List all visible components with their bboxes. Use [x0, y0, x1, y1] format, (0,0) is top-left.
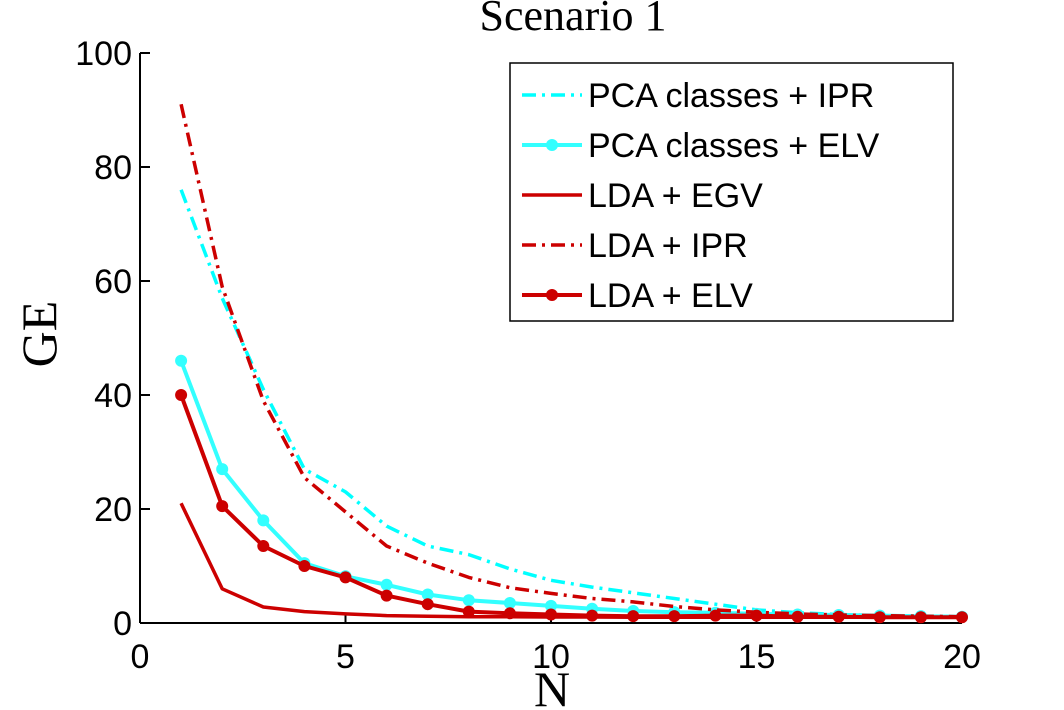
series-line-4 — [179, 394, 962, 620]
series-point-1 — [421, 588, 434, 601]
series-point-1 — [380, 578, 393, 591]
x-tick-label: 10 — [532, 638, 570, 676]
series-point-4 — [956, 611, 968, 624]
legend-label-3: LDA + IPR — [588, 227, 748, 265]
legend-label-2: LDA + EGV — [588, 177, 763, 215]
series-point-1 — [545, 599, 557, 612]
y-axis-label: GE — [11, 301, 67, 368]
y-tick-label: 40 — [94, 377, 132, 415]
series-line-2 — [179, 502, 962, 620]
series-point-4 — [503, 607, 516, 620]
series-point-4 — [832, 610, 845, 623]
legend-label-0: PCA classes + IPR — [588, 77, 874, 115]
series-point-4 — [791, 610, 804, 623]
series-point-1 — [462, 594, 475, 607]
series-point-1 — [503, 597, 516, 610]
legend-label-1: PCA classes + ELV — [588, 127, 880, 165]
plot-area: 0 20 40 60 80 100 0 5 10 15 20 — [75, 35, 981, 676]
series-point-4 — [545, 608, 557, 621]
series-point-4 — [586, 609, 599, 622]
y-tick-label: 100 — [75, 35, 132, 73]
series-point-4 — [873, 611, 886, 624]
x-tick-label: 20 — [943, 638, 981, 676]
series-point-4 — [668, 610, 681, 623]
series-point-4 — [257, 540, 270, 553]
series-point-1 — [257, 514, 270, 527]
series-point-4 — [462, 605, 475, 618]
legend-box — [509, 62, 954, 322]
series-point-4 — [175, 389, 188, 401]
legend-marker-4 — [546, 289, 558, 301]
x-tick-label: 0 — [131, 638, 150, 676]
legend-marker-1 — [546, 139, 558, 151]
x-tick-label: 5 — [336, 638, 355, 676]
series-point-4 — [750, 609, 763, 622]
y-tick-label: 60 — [94, 263, 132, 301]
series-point-4 — [380, 589, 393, 602]
series-point-4 — [709, 609, 722, 622]
series-point-4 — [421, 598, 434, 611]
series-line-1 — [179, 360, 963, 619]
legend: PCA classes + IPR PCA classes + ELV LDA + … — [509, 62, 954, 322]
y-tick-label: 0 — [113, 605, 132, 643]
series-point-4 — [298, 560, 311, 572]
y-tick-label: 20 — [94, 491, 132, 529]
x-axis-label: N — [534, 661, 570, 710]
chart-title: Scenario 1 — [480, 0, 667, 40]
series-point-4 — [216, 500, 229, 513]
series-point-4 — [627, 610, 640, 623]
series-point-4 — [339, 571, 352, 584]
series-point-1 — [175, 354, 188, 367]
y-tick-label: 80 — [94, 149, 132, 187]
x-tick-label: 15 — [738, 638, 776, 676]
series-point-1 — [216, 463, 229, 476]
series-point-4 — [914, 611, 927, 624]
legend-label-4: LDA + ELV — [588, 277, 753, 315]
